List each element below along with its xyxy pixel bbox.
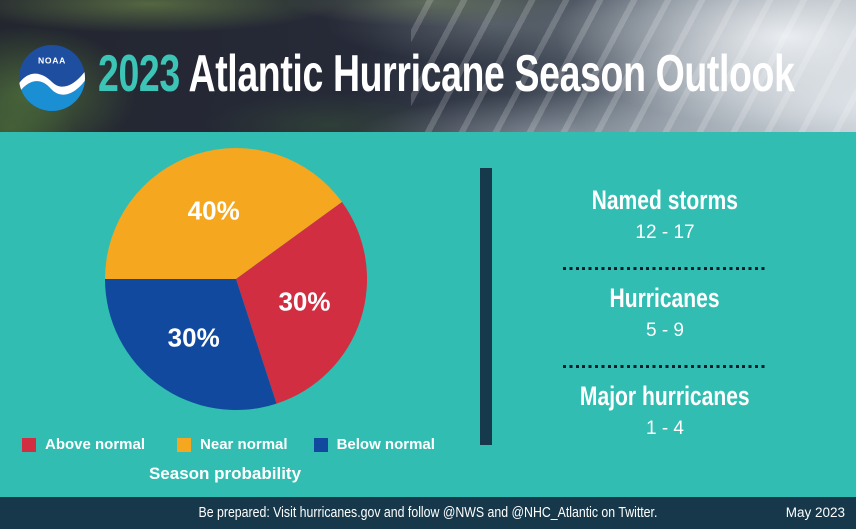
chart-legend: Above normal Near normal Below normal — [22, 436, 435, 453]
pie-chart-section: 40% 30% 30% — [101, 144, 371, 414]
noaa-logo-text: NOAA — [38, 55, 66, 65]
outlook-panel: Named storms 12 - 17 Hurricanes 5 - 9 Ma… — [500, 178, 830, 439]
outlook-section-range: 12 - 17 — [635, 222, 695, 243]
title-year: 2023 — [98, 45, 180, 103]
legend-item-near-normal: Near normal — [177, 436, 288, 453]
legend-item-above-normal: Above normal — [22, 436, 145, 453]
legend-item-below-normal: Below normal — [313, 436, 435, 453]
pie-slice-label: 30% — [278, 286, 330, 316]
legend-label: Near normal — [200, 436, 288, 453]
pie-slice-label: 40% — [188, 196, 240, 226]
footer-message: Be prepared: Visit hurricanes.gov and fo… — [198, 505, 658, 521]
legend-swatch-near-normal — [177, 437, 192, 452]
dotted-separator — [563, 365, 767, 368]
legend-swatch-above-normal — [22, 437, 36, 452]
page-title: 2023 Atlantic Hurricane Season Outlook — [98, 47, 795, 101]
outlook-section-title: Major hurricanes — [580, 381, 750, 411]
pie-slice-above-normal — [236, 202, 368, 404]
pie-slice-label: 30% — [168, 322, 220, 352]
noaa-logo-icon: NOAA — [19, 45, 85, 111]
satellite-image-background — [0, 0, 856, 132]
vertical-divider — [480, 168, 492, 445]
title-text: Atlantic Hurricane Season Outlook — [188, 45, 795, 103]
outlook-section-range: 5 - 9 — [645, 320, 685, 341]
legend-swatch-below-normal — [313, 437, 328, 452]
dotted-separator — [563, 267, 767, 270]
footer-bar: Be prepared: Visit hurricanes.gov and fo… — [0, 497, 856, 529]
pie-chart: 40% 30% 30% — [105, 147, 368, 411]
outlook-section-range: 1 - 4 — [645, 418, 685, 439]
legend-label: Below normal — [336, 436, 435, 453]
pie-slice-near-normal — [105, 147, 342, 279]
chart-caption: Season probability — [148, 464, 302, 483]
pie-slice-below-normal — [105, 279, 277, 411]
outlook-section-title: Named storms — [591, 185, 739, 215]
legend-label: Above normal — [45, 436, 146, 453]
outlook-section-title: Hurricanes — [609, 283, 721, 313]
footer-date: May 2023 — [785, 505, 845, 520]
